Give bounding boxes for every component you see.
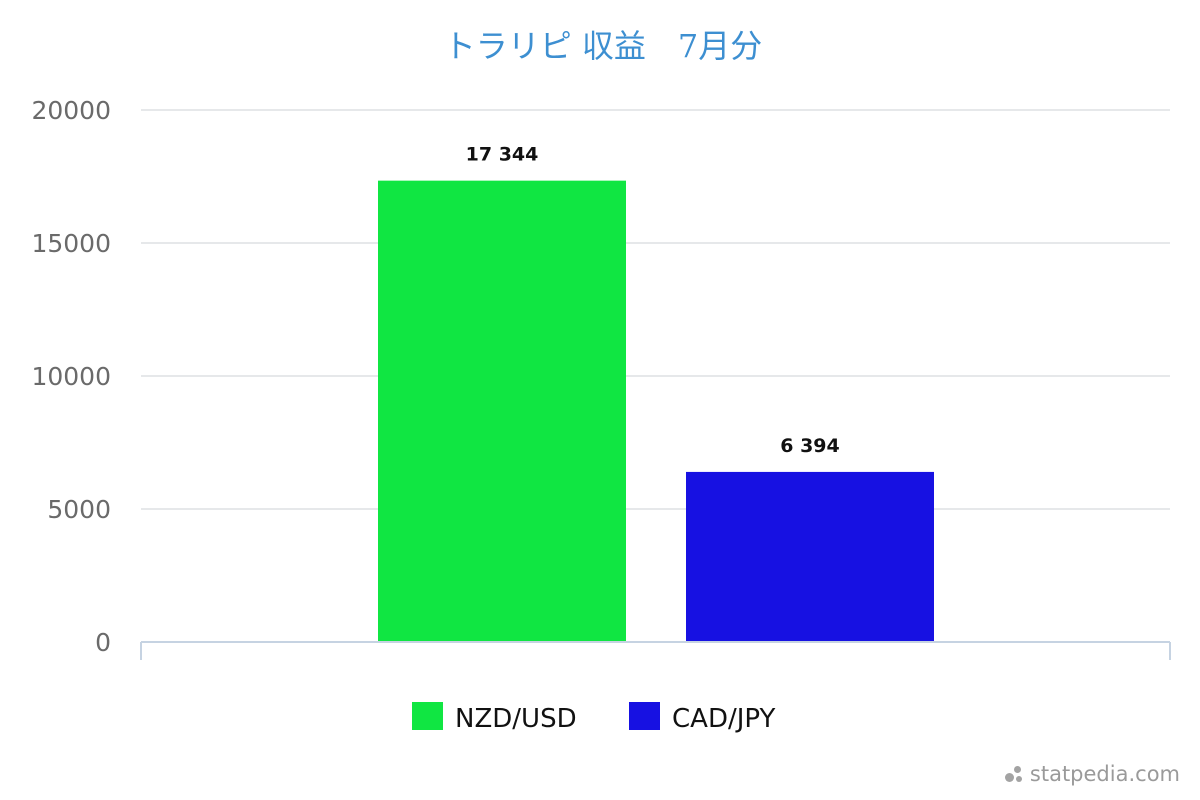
watermark-text: statpedia.com	[1029, 762, 1180, 786]
data-label: 17 344	[466, 144, 539, 166]
watermark: statpedia.com	[1004, 762, 1180, 786]
data-labels: 17 344 6 394	[466, 144, 840, 457]
legend-label: NZD/USD	[455, 704, 577, 734]
bar	[686, 471, 934, 642]
legend-swatch	[629, 702, 660, 730]
y-tick-label: 5000	[47, 495, 111, 524]
y-tick-label: 10000	[31, 362, 111, 391]
bars	[378, 180, 934, 642]
data-label: 6 394	[780, 435, 840, 457]
y-tick-label: 15000	[31, 229, 111, 258]
legend-item[interactable]: CAD/JPY	[629, 702, 775, 734]
legend-label: CAD/JPY	[672, 704, 775, 734]
legend-swatch	[412, 702, 443, 730]
y-tick-label: 0	[95, 628, 111, 657]
statpedia-dots-icon	[1004, 765, 1024, 783]
y-axis-tick-labels: 0 5000 10000 15000 20000	[31, 96, 111, 657]
legend-item[interactable]: NZD/USD	[412, 702, 577, 734]
legend: NZD/USD CAD/JPY	[412, 702, 775, 734]
bar	[378, 180, 626, 642]
y-tick-label: 20000	[31, 96, 111, 125]
chart-title: トラリピ 収益 7月分	[444, 27, 763, 65]
gridlines	[141, 109, 1170, 510]
x-axis	[140, 641, 1171, 660]
